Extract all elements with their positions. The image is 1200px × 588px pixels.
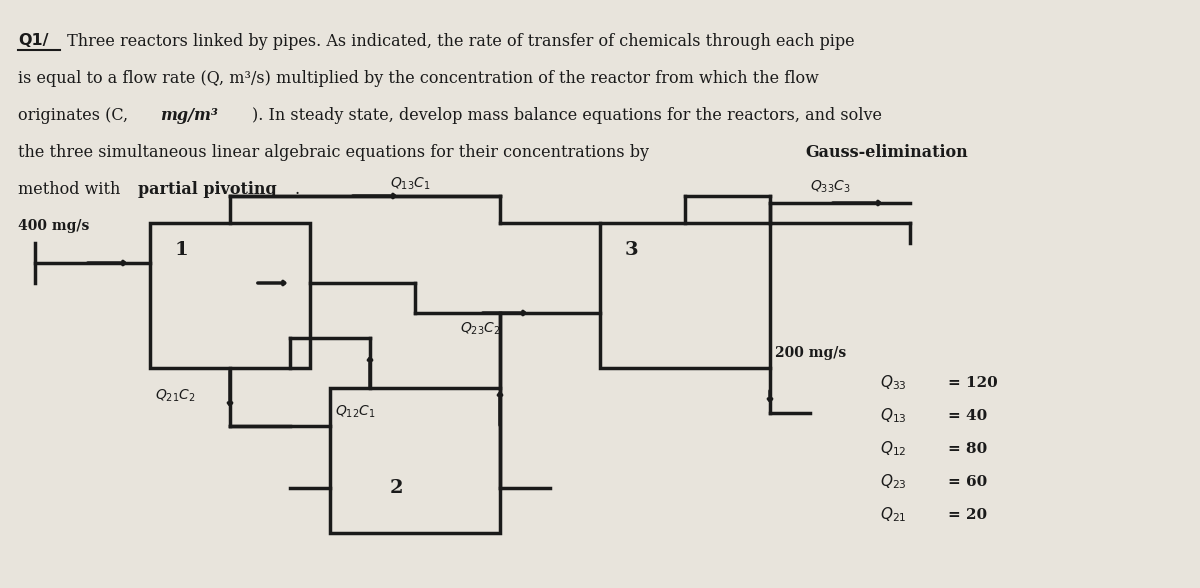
FancyBboxPatch shape — [600, 223, 770, 368]
Text: 400 mg/s: 400 mg/s — [18, 219, 89, 233]
Text: $Q_{23}$: $Q_{23}$ — [880, 473, 907, 492]
Text: = 60: = 60 — [948, 475, 988, 489]
Text: originates (C,: originates (C, — [18, 107, 133, 124]
Text: 3: 3 — [625, 241, 638, 259]
Text: = 80: = 80 — [948, 442, 988, 456]
Text: Three reactors linked by pipes. As indicated, the rate of transfer of chemicals : Three reactors linked by pipes. As indic… — [62, 33, 854, 50]
Text: $Q_{12}$: $Q_{12}$ — [880, 440, 906, 459]
Text: $Q_{13}C_1$: $Q_{13}C_1$ — [390, 176, 431, 192]
Text: ). In steady state, develop mass balance equations for the reactors, and solve: ). In steady state, develop mass balance… — [252, 107, 882, 124]
Text: $Q_{33}$: $Q_{33}$ — [880, 373, 907, 392]
Text: method with: method with — [18, 181, 126, 198]
Text: = 20: = 20 — [948, 508, 988, 522]
Text: is equal to a flow rate (Q, m³/s) multiplied by the concentration of the reactor: is equal to a flow rate (Q, m³/s) multip… — [18, 70, 818, 87]
Text: .: . — [295, 181, 300, 198]
Text: 1: 1 — [175, 241, 188, 259]
Text: $Q_{12}C_1$: $Q_{12}C_1$ — [335, 404, 376, 420]
Text: $Q_{33}C_3$: $Q_{33}C_3$ — [810, 179, 851, 195]
FancyBboxPatch shape — [330, 388, 500, 533]
Text: $Q_{21}$: $Q_{21}$ — [880, 506, 906, 524]
Text: $Q_{23}C_2$: $Q_{23}C_2$ — [460, 321, 500, 338]
Text: 2: 2 — [390, 479, 403, 497]
Text: mg/m³: mg/m³ — [160, 107, 218, 124]
Text: $Q_{21}C_2$: $Q_{21}C_2$ — [155, 388, 196, 405]
Text: partial pivoting: partial pivoting — [138, 181, 277, 198]
Text: 200 mg/s: 200 mg/s — [775, 346, 846, 360]
Text: = 40: = 40 — [948, 409, 988, 423]
Text: the three simultaneous linear algebraic equations for their concentrations by: the three simultaneous linear algebraic … — [18, 144, 654, 161]
Text: $Q_{13}$: $Q_{13}$ — [880, 407, 907, 425]
FancyBboxPatch shape — [150, 223, 310, 368]
Text: Gauss-elimination: Gauss-elimination — [805, 144, 967, 161]
Text: = 120: = 120 — [948, 376, 997, 390]
Text: Q1/: Q1/ — [18, 33, 48, 48]
